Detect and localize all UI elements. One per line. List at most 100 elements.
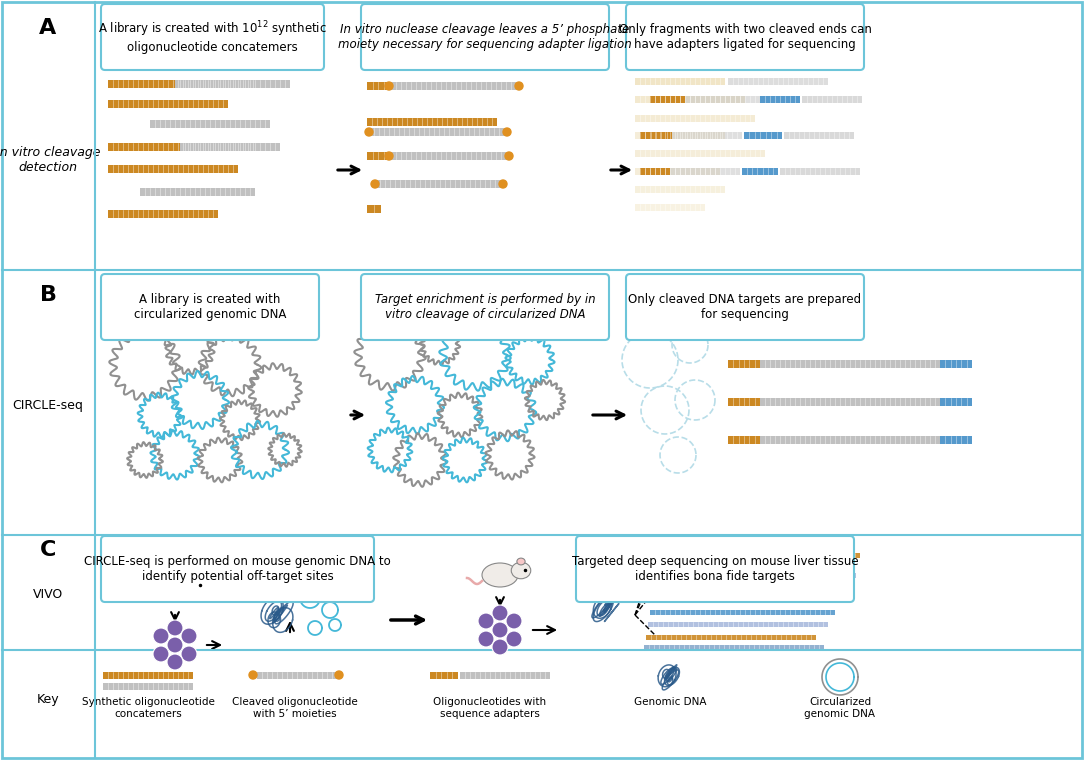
Text: C: C [40,540,56,560]
FancyBboxPatch shape [361,274,609,340]
Text: Targeted deep sequencing on mouse liver tissue
identifies bona fide targets: Targeted deep sequencing on mouse liver … [571,555,859,583]
Circle shape [478,613,494,629]
Circle shape [181,628,197,644]
Bar [728,436,760,444]
Bar [760,96,800,103]
Bar [635,186,725,193]
Bar [460,672,550,679]
Bar [656,573,856,578]
Bar [635,78,725,85]
Circle shape [365,128,373,136]
Bar [658,563,848,568]
Text: Genomic DNA: Genomic DNA [634,697,707,707]
Circle shape [167,654,183,670]
Circle shape [506,613,522,629]
Bar [728,398,760,406]
Circle shape [506,631,522,647]
FancyBboxPatch shape [625,4,864,70]
Circle shape [478,631,494,647]
FancyBboxPatch shape [101,536,374,602]
Bar [635,168,720,175]
Bar [140,188,255,196]
Circle shape [167,637,183,653]
FancyBboxPatch shape [625,274,864,340]
Bar [648,622,828,627]
Bar [635,115,754,122]
Bar [660,553,860,558]
Circle shape [371,180,379,188]
Bar [391,152,511,160]
Circle shape [335,671,343,679]
Bar [367,205,380,213]
Bar [743,168,778,175]
Ellipse shape [512,562,531,579]
Bar [367,82,389,90]
Text: A: A [39,18,56,38]
Bar [728,360,760,368]
Bar [108,143,258,151]
Bar [650,610,835,615]
Bar [760,436,940,444]
Bar [175,80,291,88]
Text: Only cleaved DNA targets are prepared
for sequencing: Only cleaved DNA targets are prepared fo… [629,293,862,321]
Bar [108,210,218,218]
Text: In vitro nuclease cleavage leaves a 5’ phosphate
moiety necessary for sequencing: In vitro nuclease cleavage leaves a 5’ p… [338,23,632,51]
Bar [635,96,745,103]
Circle shape [492,605,508,621]
Circle shape [505,152,513,160]
Bar [940,360,972,368]
Bar [367,152,389,160]
Bar [654,583,829,588]
Bar [780,168,860,175]
Ellipse shape [186,578,206,594]
Ellipse shape [192,573,201,580]
Bar [108,100,228,108]
Circle shape [249,671,257,679]
Ellipse shape [482,563,518,587]
Text: CIRCLE-seq is performed on mouse genomic DNA to
identify potential off-target si: CIRCLE-seq is performed on mouse genomic… [85,555,391,583]
Text: In vitro cleavage
detection: In vitro cleavage detection [0,146,100,174]
Text: Key: Key [37,693,60,707]
Bar [760,360,940,368]
Text: Cleaved oligonucleotide
with 5’ moieties: Cleaved oligonucleotide with 5’ moieties [232,697,358,719]
Circle shape [492,622,508,638]
Bar [940,398,972,406]
Bar [670,168,740,175]
FancyBboxPatch shape [576,536,854,602]
Bar [651,596,847,601]
Circle shape [499,180,507,188]
Text: CIRCLE-seq: CIRCLE-seq [13,398,83,411]
FancyBboxPatch shape [101,4,324,70]
Bar [103,683,193,690]
Circle shape [385,152,393,160]
Bar [672,132,743,139]
Bar [150,120,270,128]
Ellipse shape [157,578,193,602]
FancyBboxPatch shape [361,4,609,70]
Text: Circularized
genomic DNA: Circularized genomic DNA [804,697,876,719]
Ellipse shape [517,558,525,565]
FancyBboxPatch shape [101,274,319,340]
Bar [646,635,816,640]
Bar [635,150,765,157]
Bar [108,80,258,88]
Bar [103,672,193,679]
Bar [744,132,782,139]
Bar [802,96,862,103]
Bar [644,645,824,650]
Circle shape [515,82,522,90]
Text: VIVO: VIVO [33,588,63,601]
Bar [650,96,685,103]
Bar [108,165,238,173]
Bar [635,204,705,211]
Circle shape [181,646,197,662]
Bar [784,132,854,139]
Circle shape [153,646,169,662]
Circle shape [503,128,511,136]
Circle shape [492,639,508,655]
Text: B: B [39,285,56,305]
Bar [257,672,337,679]
Bar [430,672,459,679]
Bar [369,128,509,136]
Bar [940,436,972,444]
